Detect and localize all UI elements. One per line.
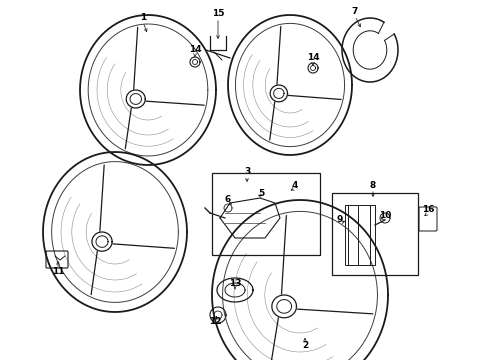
Text: 15: 15 [212, 9, 224, 18]
Text: 10: 10 [379, 211, 391, 220]
Text: 2: 2 [302, 341, 308, 350]
Text: 6: 6 [225, 195, 231, 204]
Bar [345, 205, 375, 265]
Text: 14: 14 [307, 53, 319, 62]
Text: 7: 7 [352, 8, 358, 17]
Text: 3: 3 [244, 167, 250, 176]
Text: 9: 9 [337, 216, 343, 225]
Bar [332, 193, 418, 275]
Text: 14: 14 [189, 45, 201, 54]
Text: 1: 1 [140, 13, 146, 22]
Text: 8: 8 [370, 180, 376, 189]
Text: 11: 11 [52, 267, 64, 276]
Text: 13: 13 [229, 279, 241, 288]
Bar [212, 173, 320, 255]
Text: 12: 12 [209, 318, 221, 327]
Text: 16: 16 [422, 206, 434, 215]
Text: 4: 4 [292, 180, 298, 189]
Text: 5: 5 [258, 189, 264, 198]
